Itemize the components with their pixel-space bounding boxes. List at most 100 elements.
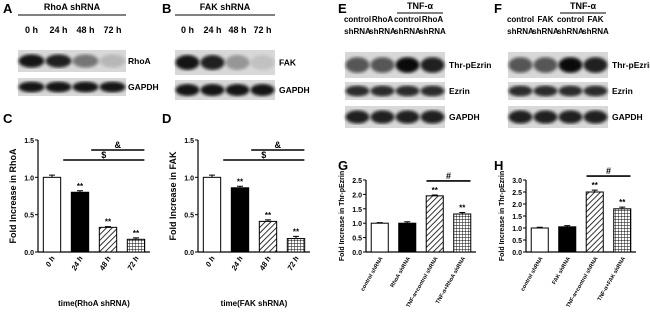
y-tick-label: 1.5	[512, 214, 522, 221]
lane-label: shRNA	[369, 27, 396, 36]
group-label: TNF-α	[407, 1, 433, 11]
y-axis-label: Fold Increase in FAK	[168, 151, 178, 241]
blot-band	[345, 85, 370, 97]
y-tick-label: 1.0	[512, 226, 522, 233]
blot-background	[18, 78, 126, 96]
bar	[585, 191, 604, 253]
blot-band	[558, 85, 583, 97]
row-label: Ezrin	[612, 86, 633, 96]
blot-title: FAK shRNA	[200, 2, 251, 12]
blot-band	[420, 110, 445, 124]
y-tick-label: 2.0	[512, 202, 522, 209]
error-bar	[237, 185, 243, 188]
panel-letter: B	[162, 1, 171, 16]
x-tick-label: 48 h	[257, 254, 273, 273]
row-label: GAPDH	[279, 85, 310, 95]
y-tick-label: 1.5	[24, 138, 34, 145]
y-tick-label: 0.5	[352, 236, 362, 243]
bar	[42, 176, 62, 253]
lane-label: 0 h	[181, 25, 194, 35]
bar	[425, 195, 444, 253]
y-tick-label: 0.0	[184, 250, 194, 257]
significance-label: **	[459, 204, 466, 213]
blot-band	[72, 81, 99, 93]
blot-band	[370, 110, 395, 124]
blot-band	[508, 110, 533, 124]
row-label: GAPDH	[128, 82, 159, 92]
bar	[453, 213, 472, 253]
lane-label: control	[507, 15, 534, 24]
y-tick-label: 0.0	[512, 250, 522, 257]
blot-band	[583, 110, 608, 124]
blot-band	[250, 84, 275, 96]
blot-band	[395, 57, 420, 73]
error-bar	[49, 174, 55, 178]
error-bar	[459, 212, 466, 214]
bracket-label: &	[115, 140, 122, 150]
row-label: FAK	[279, 58, 297, 68]
panel-letter: C	[3, 111, 13, 126]
lane-label: control	[344, 15, 371, 24]
y-tick-label: 0.5	[184, 213, 194, 220]
panel-letter: E	[338, 1, 347, 16]
panel-letter: F	[494, 1, 502, 16]
blot-background	[345, 82, 445, 100]
bar	[530, 227, 549, 253]
panel-letter: D	[162, 111, 171, 126]
blot-background	[508, 82, 608, 100]
error-bar	[265, 219, 271, 222]
error-bar	[536, 226, 543, 228]
x-tick-label: 24 h	[229, 254, 245, 273]
error-bar	[564, 225, 571, 227]
blot-band	[583, 57, 608, 73]
y-tick-label: 0.5	[512, 238, 522, 245]
lane-label: 48 h	[76, 25, 94, 35]
lane-label: shRNA	[507, 27, 534, 36]
bracket-label: #	[606, 166, 611, 176]
y-tick-label: 1.0	[24, 175, 34, 182]
panel-letter: G	[338, 158, 348, 173]
bar	[230, 187, 250, 253]
blot-band	[395, 110, 420, 124]
x-tick-label: 72 h	[285, 254, 301, 272]
blot-band	[225, 84, 250, 96]
significance-label: **	[77, 182, 84, 191]
significance-label: **	[133, 229, 140, 238]
significance-label: **	[105, 218, 112, 227]
error-bar	[619, 206, 626, 209]
row-label: Thr-pEzrin	[612, 60, 650, 70]
x-tick-label: 72 h	[125, 254, 141, 272]
x-axis-label: time(FAK shRNA)	[221, 299, 288, 308]
x-tick-label: 0 h	[44, 254, 57, 268]
blot-band	[250, 55, 275, 70]
blot-band	[533, 110, 558, 124]
bar	[258, 220, 278, 253]
significance-label: **	[432, 186, 439, 195]
blot-background	[175, 80, 275, 100]
blot-band	[200, 55, 225, 70]
bar	[286, 238, 306, 253]
blot-band	[370, 85, 395, 97]
error-bar	[105, 226, 111, 228]
x-tick-label: 48 h	[97, 254, 113, 273]
error-bar	[591, 189, 598, 192]
blot-band	[558, 110, 583, 124]
lane-label: FAK	[588, 15, 604, 24]
bar	[126, 238, 146, 253]
blot-band	[175, 55, 200, 70]
bracket-label: &	[275, 140, 282, 150]
lane-label: shRNA	[419, 27, 446, 36]
blot-background	[345, 106, 445, 128]
row-label: Thr-pEzrin	[449, 60, 492, 70]
y-axis-label: Fold Increase in Thr-pEzrin	[339, 171, 346, 261]
x-tick-label: 24 h	[69, 254, 85, 273]
y-axis-label: Fold Increase in Thr-pEzrin	[499, 171, 506, 261]
bar	[70, 191, 90, 253]
significance-label: **	[265, 211, 272, 220]
blot-band	[18, 81, 45, 93]
blot-band	[583, 85, 608, 97]
blot-band	[45, 81, 72, 93]
lane-label: shRNA	[582, 27, 609, 36]
